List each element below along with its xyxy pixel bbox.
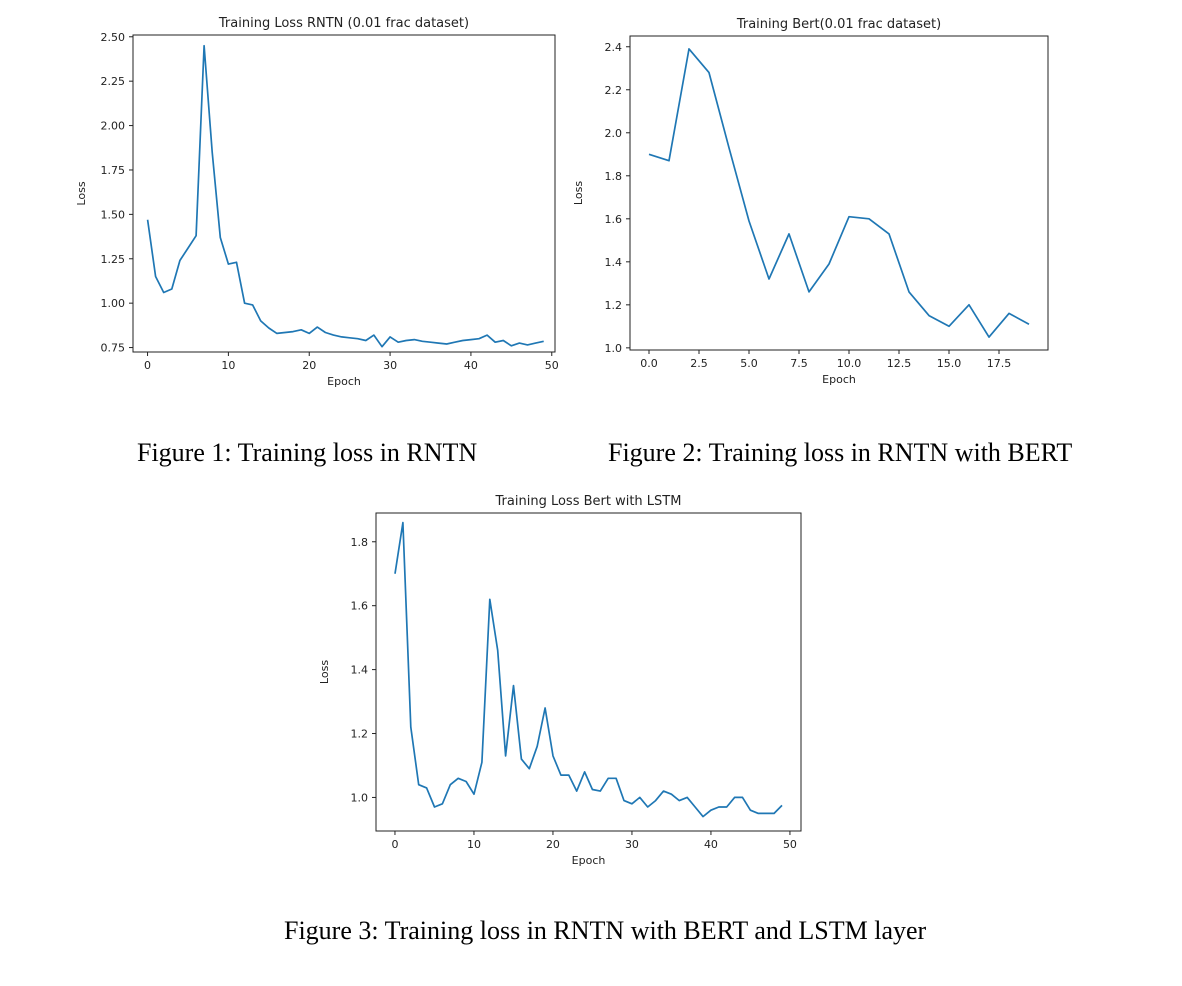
chart2-frame	[629, 35, 1049, 351]
chart1-y-tick-label: 2.50	[101, 31, 126, 44]
chart3-y-tick-label: 1.6	[351, 600, 369, 613]
chart2-x-tick-label: 5.0	[740, 357, 758, 370]
chart2-y-tick-label: 2.0	[605, 127, 623, 140]
chart1-x-tick-label: 40	[464, 359, 478, 372]
chart2-x-tick-label: 10.0	[837, 357, 862, 370]
chart1-frame	[132, 34, 556, 353]
chart1-x-tick-label: 0	[144, 359, 151, 372]
chart1-x-axis-label: Epoch	[327, 375, 361, 388]
chart2-y-tick-label: 1.8	[605, 170, 623, 183]
chart1-y-tick-label: 2.00	[101, 120, 126, 133]
chart1-x-tick-label: 20	[302, 359, 316, 372]
chart1-y-axis-label: Loss	[75, 181, 88, 205]
chart2-y-tick-label: 1.4	[605, 256, 623, 269]
chart2-x-tick-label: 7.5	[790, 357, 808, 370]
chart3-x-tick-label: 10	[467, 838, 481, 851]
chart2-x-tick-label: 0.0	[640, 357, 658, 370]
chart1-x-tick-label: 30	[383, 359, 397, 372]
chart1-series-line	[146, 44, 544, 348]
chart1-x-tick-label: 50	[545, 359, 559, 372]
chart2-y-axis-label: Loss	[572, 181, 585, 205]
chart2-y-tick-label: 1.2	[605, 299, 623, 312]
chart2-y-tick-label: 1.6	[605, 213, 623, 226]
chart2-x-tick-label: 17.5	[987, 357, 1012, 370]
chart3-x-tick-label: 0	[391, 838, 398, 851]
chart3-y-tick-label: 1.2	[351, 728, 369, 741]
chart1-x-tick-label: 10	[221, 359, 235, 372]
chart2-y-tick-label: 2.4	[605, 41, 623, 54]
chart3-y-tick-label: 1.8	[351, 536, 369, 549]
chart2-x-tick-label: 15.0	[937, 357, 962, 370]
chart3-y-axis-label: Loss	[318, 660, 331, 684]
chart2-x-axis-label: Epoch	[822, 373, 856, 386]
chart1-y-tick-label: 1.75	[101, 164, 126, 177]
chart2-series-line	[648, 48, 1030, 338]
chart3-y-tick-label: 1.0	[351, 791, 369, 804]
chart2-x-tick-label: 12.5	[887, 357, 912, 370]
chart1-y-tick-label: 1.00	[101, 297, 126, 310]
chart1-y-tick-label: 1.25	[101, 253, 126, 266]
chart3-series-line	[394, 521, 783, 818]
chart3-x-tick-label: 20	[546, 838, 560, 851]
chart1-title: Training Loss RNTN (0.01 frac dataset)	[218, 16, 469, 31]
chart2-y-tick-label: 1.0	[605, 342, 623, 355]
figure-3-caption: Figure 3: Training loss in RNTN with BER…	[284, 916, 927, 945]
figure-1-caption: Figure 1: Training loss in RNTN	[137, 438, 478, 467]
chart2-y-tick-label: 2.2	[605, 84, 623, 97]
chart1-y-tick-label: 1.50	[101, 208, 126, 221]
chart3-title: Training Loss Bert with LSTM	[495, 494, 682, 509]
chart2-x-tick-label: 2.5	[690, 357, 708, 370]
chart3-y-tick-label: 1.4	[351, 664, 369, 677]
chart3-x-tick-label: 50	[783, 838, 797, 851]
figure-2-caption: Figure 2: Training loss in RNTN with BER…	[608, 438, 1073, 467]
chart3-x-tick-label: 30	[625, 838, 639, 851]
chart3-x-axis-label: Epoch	[572, 854, 606, 867]
chart2-title: Training Bert(0.01 frac dataset)	[736, 17, 941, 32]
chart3-x-tick-label: 40	[704, 838, 718, 851]
chart3-frame	[375, 512, 802, 832]
chart1-y-tick-label: 2.25	[101, 75, 126, 88]
chart1-y-tick-label: 0.75	[101, 342, 126, 355]
